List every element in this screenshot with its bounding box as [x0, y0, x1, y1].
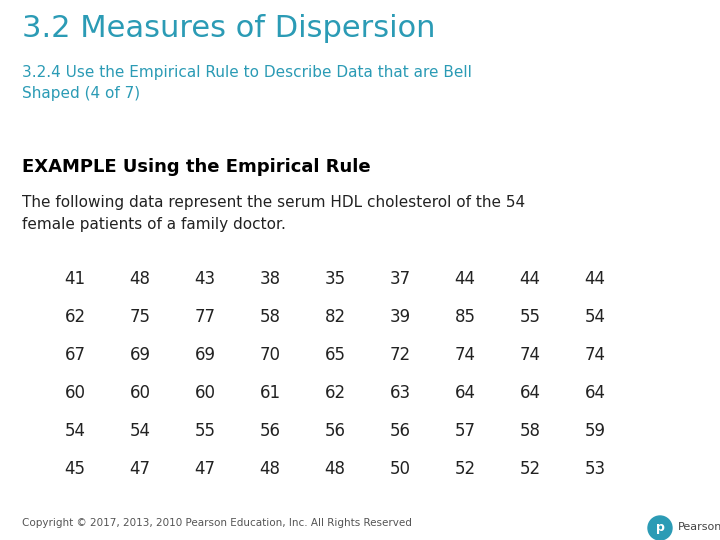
Text: 69: 69	[130, 346, 150, 364]
Text: Copyright © 2017, 2013, 2010 Pearson Education, Inc. All Rights Reserved: Copyright © 2017, 2013, 2010 Pearson Edu…	[22, 518, 412, 528]
Text: 60: 60	[65, 384, 86, 402]
Text: 47: 47	[194, 460, 215, 478]
Text: 43: 43	[194, 270, 215, 288]
Text: The following data represent the serum HDL cholesterol of the 54
female patients: The following data represent the serum H…	[22, 195, 525, 232]
Text: 55: 55	[520, 308, 541, 326]
Text: 72: 72	[390, 346, 410, 364]
Text: 57: 57	[454, 422, 475, 440]
Text: 70: 70	[259, 346, 281, 364]
Text: 61: 61	[259, 384, 281, 402]
Text: 37: 37	[390, 270, 410, 288]
Text: 75: 75	[130, 308, 150, 326]
Text: 52: 52	[519, 460, 541, 478]
Text: 48: 48	[325, 460, 346, 478]
Text: 65: 65	[325, 346, 346, 364]
Text: p: p	[656, 521, 665, 534]
Text: 54: 54	[65, 422, 86, 440]
Text: 35: 35	[325, 270, 346, 288]
Text: 3.2 Measures of Dispersion: 3.2 Measures of Dispersion	[22, 14, 436, 43]
Text: 39: 39	[390, 308, 410, 326]
Text: 45: 45	[65, 460, 86, 478]
Text: 60: 60	[130, 384, 150, 402]
Text: 64: 64	[454, 384, 475, 402]
Text: 54: 54	[585, 308, 606, 326]
Text: 58: 58	[259, 308, 281, 326]
Text: 59: 59	[585, 422, 606, 440]
Text: 82: 82	[325, 308, 346, 326]
Text: 67: 67	[65, 346, 86, 364]
Text: 58: 58	[520, 422, 541, 440]
Text: 48: 48	[259, 460, 281, 478]
Text: 52: 52	[454, 460, 476, 478]
Text: 56: 56	[325, 422, 346, 440]
Text: 53: 53	[585, 460, 606, 478]
Text: 50: 50	[390, 460, 410, 478]
Text: 56: 56	[390, 422, 410, 440]
Text: 64: 64	[585, 384, 606, 402]
Text: 74: 74	[585, 346, 606, 364]
Text: 74: 74	[520, 346, 541, 364]
Text: 44: 44	[454, 270, 475, 288]
Text: 62: 62	[64, 308, 86, 326]
Text: 48: 48	[130, 270, 150, 288]
Text: 62: 62	[325, 384, 346, 402]
Text: 69: 69	[194, 346, 215, 364]
Circle shape	[648, 516, 672, 540]
Text: EXAMPLE Using the Empirical Rule: EXAMPLE Using the Empirical Rule	[22, 158, 371, 176]
Text: 85: 85	[454, 308, 475, 326]
Text: 64: 64	[520, 384, 541, 402]
Text: Pearson: Pearson	[678, 522, 720, 532]
Text: 44: 44	[520, 270, 541, 288]
Text: 77: 77	[194, 308, 215, 326]
Text: 54: 54	[130, 422, 150, 440]
Text: 41: 41	[64, 270, 86, 288]
Text: 38: 38	[259, 270, 281, 288]
Text: 47: 47	[130, 460, 150, 478]
Text: 63: 63	[390, 384, 410, 402]
Text: 74: 74	[454, 346, 475, 364]
Text: 56: 56	[259, 422, 281, 440]
Text: 44: 44	[585, 270, 606, 288]
Text: 55: 55	[194, 422, 215, 440]
Text: 3.2.4 Use the Empirical Rule to Describe Data that are Bell
Shaped (4 of 7): 3.2.4 Use the Empirical Rule to Describe…	[22, 65, 472, 101]
Text: 60: 60	[194, 384, 215, 402]
